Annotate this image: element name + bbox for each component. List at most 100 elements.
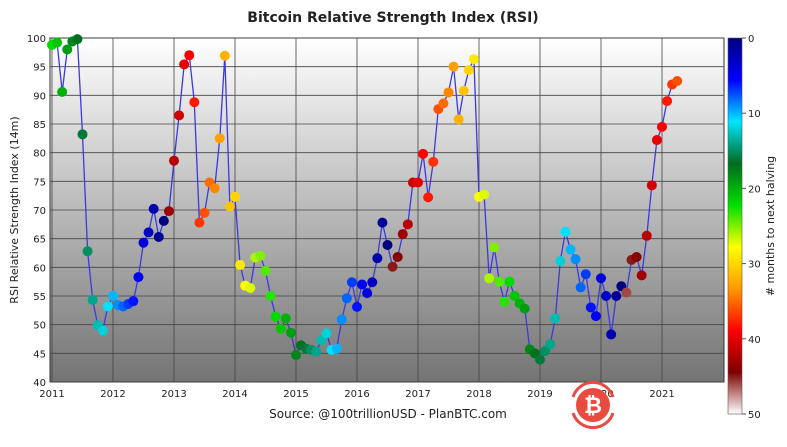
svg-text:₿: ₿ [584, 394, 602, 419]
data-point [453, 114, 464, 125]
data-point [463, 65, 474, 76]
x-tick-label: 2017 [405, 389, 430, 400]
data-point [357, 279, 368, 290]
x-tick-label: 2011 [39, 389, 64, 400]
data-point [174, 110, 185, 121]
data-point [423, 192, 434, 203]
y-tick-label: 70 [33, 206, 46, 217]
data-point [621, 287, 632, 298]
data-point [346, 277, 357, 288]
data-point [143, 227, 154, 238]
data-point [499, 296, 510, 307]
data-point [367, 277, 378, 288]
data-point [565, 244, 576, 255]
data-point [631, 252, 642, 263]
data-point [336, 314, 347, 325]
colorbar-tick-label: 50 [748, 410, 761, 421]
y-tick-label: 95 [33, 63, 46, 74]
data-point [641, 230, 652, 241]
data-points [47, 34, 683, 365]
data-point [387, 261, 398, 272]
data-point [77, 129, 88, 140]
data-point [128, 296, 139, 307]
x-tick-label: 2018 [466, 389, 491, 400]
data-point [189, 97, 200, 108]
data-point [448, 61, 459, 72]
data-point [245, 282, 256, 293]
data-point [194, 217, 205, 228]
data-point [184, 50, 195, 61]
data-point [179, 59, 190, 70]
data-point [163, 206, 174, 217]
data-point [392, 252, 403, 263]
data-point [230, 191, 240, 202]
data-point [382, 239, 393, 250]
y-tick-label: 45 [33, 349, 46, 360]
data-point [57, 86, 68, 97]
data-point [519, 303, 530, 314]
y-tick-label: 60 [33, 263, 46, 274]
colorbar [727, 37, 743, 415]
data-point [285, 327, 296, 338]
data-point [316, 335, 327, 346]
data-point [646, 180, 657, 191]
data-point [535, 354, 545, 365]
bitcoin-logo-watermark: ₿ [571, 380, 615, 430]
data-point [438, 98, 449, 109]
data-point [169, 155, 179, 166]
data-point [504, 276, 515, 287]
data-point [560, 226, 571, 237]
data-point [280, 313, 291, 324]
colorbar-tick-label: 20 [748, 184, 761, 195]
y-axis-label: RSI Relative Strength Index (14m) [8, 116, 21, 303]
data-point [468, 54, 479, 65]
x-tick-label: 2016 [344, 389, 369, 400]
y-tick-label: 50 [33, 321, 46, 332]
data-point [484, 273, 495, 284]
colorbar-label: # months to next halving [764, 156, 777, 296]
data-point [352, 301, 362, 312]
data-point [102, 301, 113, 312]
data-point [662, 96, 673, 107]
data-point [224, 201, 235, 212]
data-point [321, 328, 332, 339]
data-point [636, 270, 647, 281]
data-point [138, 237, 149, 248]
colorbar-tick-label: 40 [748, 335, 761, 346]
colorbar-tick-label: 30 [748, 260, 761, 271]
data-point [87, 295, 98, 306]
bitcoin-icon [576, 388, 610, 422]
data-point [428, 156, 439, 167]
data-point [550, 313, 561, 324]
data-point [341, 293, 352, 304]
y-tick-label: 90 [33, 91, 46, 102]
data-point [235, 260, 246, 271]
data-point [97, 325, 108, 336]
data-point [372, 253, 383, 264]
data-point [479, 189, 490, 200]
data-point [443, 87, 454, 98]
data-point [570, 254, 581, 265]
data-point [62, 44, 73, 55]
x-tick-label: 2021 [649, 389, 674, 400]
data-point [158, 215, 169, 226]
data-point [362, 288, 373, 299]
data-point [606, 329, 617, 340]
data-point [291, 350, 301, 361]
y-tick-label: 80 [33, 149, 46, 160]
data-point [214, 133, 225, 144]
y-tick-label: 55 [33, 292, 46, 303]
data-point [413, 177, 423, 188]
data-point [331, 343, 342, 354]
colorbar-ticks: 0 10 20 30 40 50 [742, 34, 761, 421]
data-point [580, 269, 591, 280]
data-point [108, 291, 118, 301]
colorbar-tick-label: 0 [748, 34, 754, 45]
data-point [545, 339, 556, 350]
data-point [596, 273, 606, 284]
grid [50, 37, 724, 383]
data-point [311, 346, 322, 357]
x-tick-label: 2014 [222, 389, 247, 400]
x-tick-label: 2019 [527, 389, 552, 400]
